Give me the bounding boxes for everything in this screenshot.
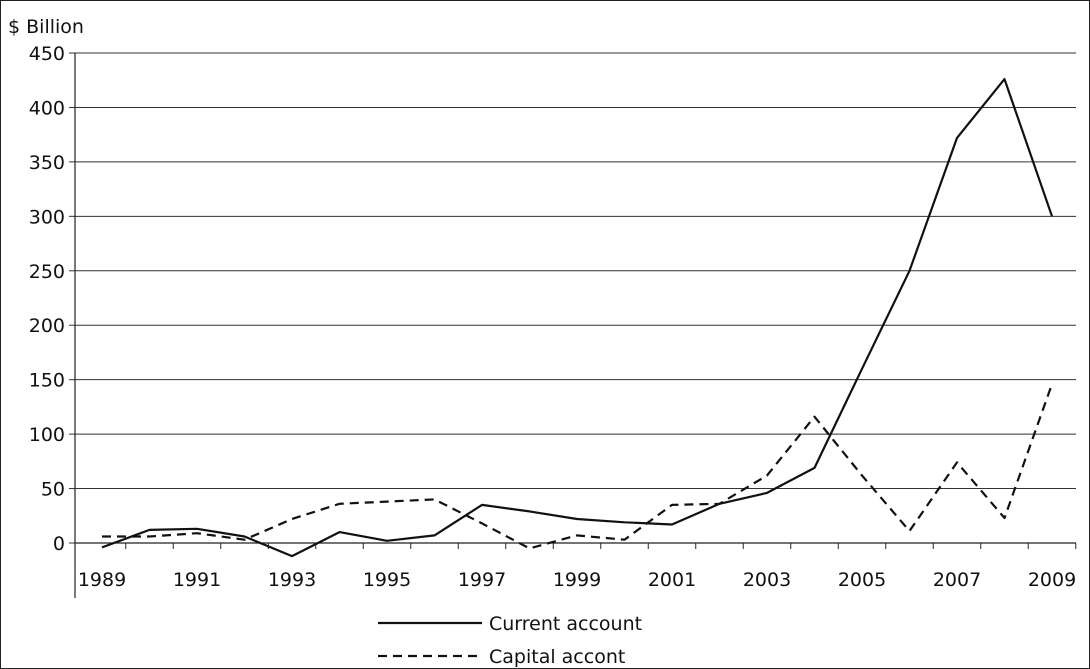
y-tick-label: 150 [29, 370, 65, 392]
legend-label: Current account [489, 613, 642, 635]
series-lines [101, 77, 1054, 558]
x-tick-label: 2009 [1028, 569, 1076, 591]
capital-account-line [102, 383, 1054, 550]
x-tick-label: 2007 [933, 569, 981, 591]
x-tick-label: 2005 [838, 569, 886, 591]
x-tick-label: 1989 [78, 569, 126, 591]
legend: Current account Capital accont [378, 613, 642, 668]
x-tick-label: 1997 [458, 569, 506, 591]
x-axis: 1989 1991 1993 1995 1997 1999 2001 2003 2005 2007… [74, 53, 1077, 598]
y-tick-label: 250 [29, 261, 65, 283]
gridlines [75, 52, 1076, 490]
y-tick-label: 350 [29, 152, 65, 174]
y-tick-label: 50 [41, 479, 65, 501]
y-tick-label: 450 [29, 43, 65, 65]
current-account-line [101, 77, 1054, 558]
x-tick-label: 1993 [268, 569, 316, 591]
y-tick-label: 100 [29, 424, 65, 446]
x-tick-label: 1991 [173, 569, 221, 591]
x-tick-label: 2001 [648, 569, 696, 591]
y-axis-label: $ Billion [8, 16, 84, 38]
x-tick-label: 1995 [363, 569, 411, 591]
y-tick-labels: 0 50 100 150 200 250 300 350 400 450 [29, 43, 75, 555]
y-tick-label: 200 [29, 315, 65, 337]
x-tick-label: 2003 [743, 569, 791, 591]
legend-label: Capital accont [489, 646, 625, 668]
y-tick-label: 400 [29, 97, 65, 119]
y-tick-label: 0 [53, 533, 65, 555]
y-tick-label: 300 [29, 206, 65, 228]
x-tick-label: 1999 [553, 569, 601, 591]
